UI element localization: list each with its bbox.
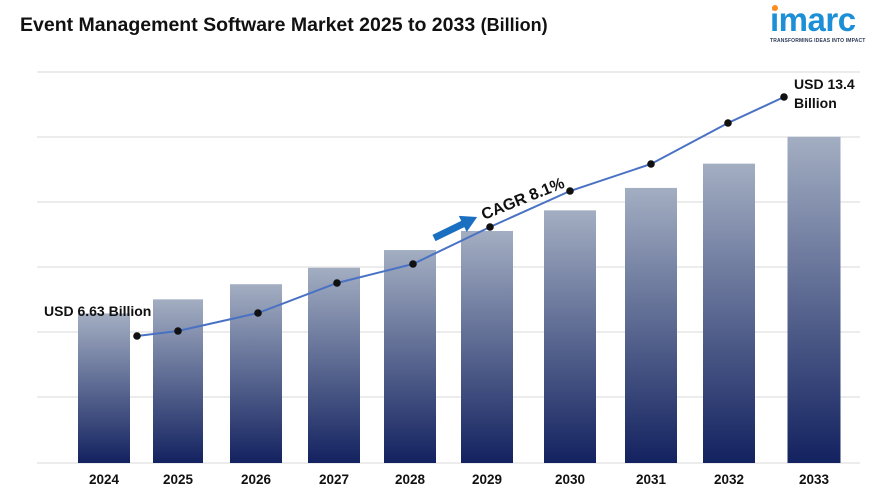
trend-marker-2030 — [566, 187, 574, 195]
trend-marker-2025 — [174, 327, 182, 335]
x-tick-label-2029: 2029 — [472, 472, 502, 487]
logo-tagline: TRANSFORMING IDEAS INTO IMPACT — [770, 38, 866, 44]
trend-marker-2027 — [333, 279, 341, 287]
trend-polyline — [136, 96, 785, 337]
x-tick-label-2031: 2031 — [636, 472, 667, 487]
trend-marker-2028 — [409, 260, 417, 268]
x-tick-label-2032: 2032 — [714, 472, 744, 487]
title-text: Event Management Software Market 2025 to… — [20, 14, 476, 36]
bar-2030 — [544, 210, 596, 463]
trend-marker-2024 — [133, 332, 141, 340]
x-tick-label-2024: 2024 — [89, 472, 120, 487]
x-tick-label-2033: 2033 — [799, 472, 830, 487]
start-value-label: USD 6.63 Billion — [44, 303, 151, 319]
bar-2029 — [461, 230, 513, 463]
logo-dot-icon — [772, 5, 778, 11]
bar-2032 — [703, 163, 755, 463]
bar-2031 — [625, 187, 677, 463]
end-value-label-line2: Billion — [794, 95, 837, 111]
x-tick-label-2030: 2030 — [555, 472, 585, 487]
x-tick-label-2028: 2028 — [395, 472, 426, 487]
trend-line — [133, 93, 788, 340]
page-title: Event Management Software Market 2025 to… — [20, 14, 548, 37]
title-unit: (Billion) — [480, 15, 548, 35]
cagr-arrow-icon — [432, 215, 478, 242]
x-tick-label-2027: 2027 — [319, 472, 349, 487]
end-value-label-line1: USD 13.4 — [794, 76, 855, 92]
trend-marker-2029 — [486, 223, 494, 231]
logo-word: imarc — [770, 1, 856, 38]
bar-2027 — [308, 267, 360, 463]
tick-labels: 2024 2025 2026 2027 2028 2029 2030 2031 2032 2033 — [89, 472, 830, 487]
x-tick-label-2026: 2026 — [241, 472, 272, 487]
trend-marker-2031 — [647, 160, 655, 168]
bar-2028 — [384, 250, 436, 463]
trend-marker-2033 — [780, 93, 788, 101]
bar-2025 — [153, 299, 203, 463]
bar-2033 — [787, 136, 841, 463]
imarc-logo: imarc TRANSFORMING IDEAS INTO IMPACT — [770, 2, 870, 46]
trend-marker-2026 — [254, 309, 262, 317]
bars — [78, 136, 841, 463]
bar-2024 — [78, 313, 130, 463]
trend-marker-2032 — [724, 119, 732, 127]
x-tick-label-2025: 2025 — [163, 472, 194, 487]
